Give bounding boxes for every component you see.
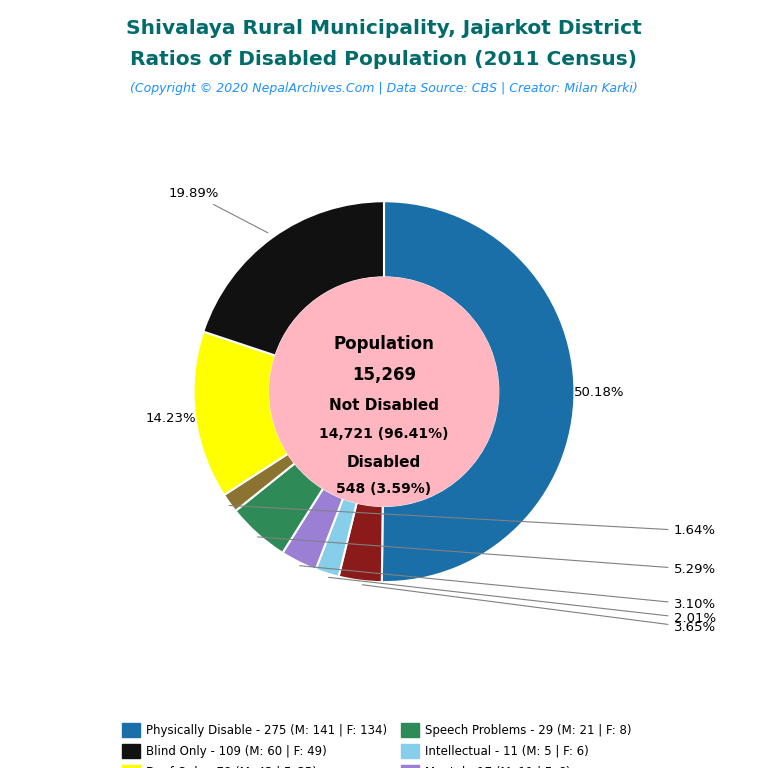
Text: Disabled: Disabled (347, 455, 421, 470)
Text: Shivalaya Rural Municipality, Jajarkot District: Shivalaya Rural Municipality, Jajarkot D… (126, 19, 642, 38)
Text: 14.23%: 14.23% (145, 412, 196, 425)
Wedge shape (316, 498, 357, 577)
Wedge shape (283, 488, 343, 569)
Circle shape (270, 277, 498, 506)
Text: Not Disabled: Not Disabled (329, 398, 439, 412)
Wedge shape (382, 201, 574, 582)
Wedge shape (204, 201, 384, 356)
Wedge shape (224, 454, 295, 511)
Text: 5.29%: 5.29% (257, 537, 716, 576)
Legend: Physically Disable - 275 (M: 141 | F: 134), Blind Only - 109 (M: 60 | F: 49), De: Physically Disable - 275 (M: 141 | F: 13… (118, 718, 650, 768)
Text: Ratios of Disabled Population (2011 Census): Ratios of Disabled Population (2011 Cens… (131, 50, 637, 69)
Text: 19.89%: 19.89% (168, 187, 268, 233)
Text: 14,721 (96.41%): 14,721 (96.41%) (319, 426, 449, 441)
Text: 50.18%: 50.18% (574, 386, 624, 399)
Text: 1.64%: 1.64% (229, 505, 716, 538)
Text: 3.65%: 3.65% (362, 584, 716, 634)
Text: 15,269: 15,269 (352, 366, 416, 383)
Text: 548 (3.59%): 548 (3.59%) (336, 482, 432, 496)
Text: (Copyright © 2020 NepalArchives.Com | Data Source: CBS | Creator: Milan Karki): (Copyright © 2020 NepalArchives.Com | Da… (130, 82, 638, 95)
Text: 3.10%: 3.10% (300, 566, 716, 611)
Wedge shape (236, 463, 323, 553)
Text: 2.01%: 2.01% (329, 578, 716, 625)
Text: Population: Population (333, 335, 435, 353)
Wedge shape (194, 332, 288, 495)
Wedge shape (339, 503, 382, 582)
